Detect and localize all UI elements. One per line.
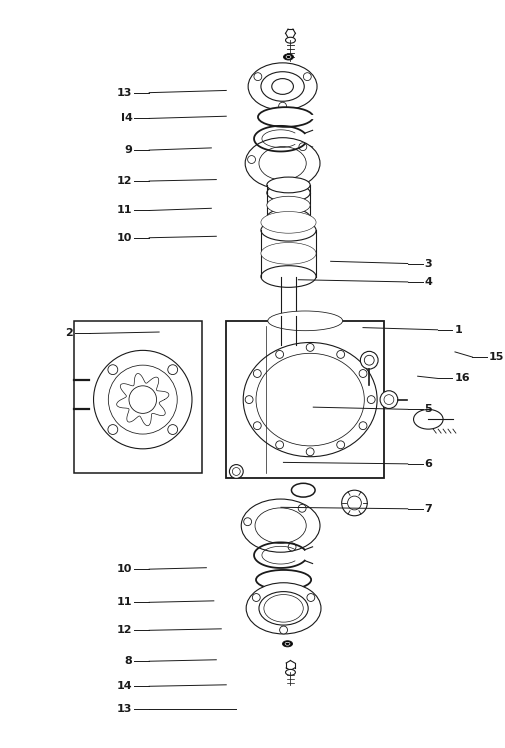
Text: 3: 3 bbox=[425, 259, 432, 269]
Text: 10: 10 bbox=[117, 564, 132, 574]
Circle shape bbox=[108, 425, 118, 435]
Ellipse shape bbox=[259, 147, 306, 180]
Circle shape bbox=[254, 422, 261, 429]
Circle shape bbox=[288, 543, 296, 551]
Bar bbox=[226, 321, 384, 479]
Text: 9: 9 bbox=[125, 145, 132, 155]
Ellipse shape bbox=[285, 643, 290, 646]
Ellipse shape bbox=[261, 266, 316, 287]
Circle shape bbox=[279, 102, 286, 110]
Ellipse shape bbox=[261, 219, 316, 241]
Circle shape bbox=[337, 441, 344, 449]
Circle shape bbox=[347, 496, 362, 510]
Text: 13: 13 bbox=[117, 88, 132, 98]
Text: 2: 2 bbox=[65, 328, 73, 339]
Text: 11: 11 bbox=[117, 206, 132, 215]
Circle shape bbox=[247, 156, 256, 164]
Text: 6: 6 bbox=[425, 459, 432, 469]
Circle shape bbox=[298, 504, 306, 512]
Ellipse shape bbox=[261, 242, 316, 264]
Circle shape bbox=[367, 396, 375, 403]
Ellipse shape bbox=[256, 353, 364, 446]
Ellipse shape bbox=[414, 409, 443, 429]
Ellipse shape bbox=[268, 311, 343, 331]
Text: 16: 16 bbox=[454, 373, 470, 384]
Circle shape bbox=[276, 351, 284, 358]
Text: 4: 4 bbox=[425, 277, 432, 287]
Text: 14: 14 bbox=[117, 681, 132, 691]
Circle shape bbox=[254, 370, 261, 378]
Text: 12: 12 bbox=[117, 176, 132, 186]
Circle shape bbox=[361, 352, 378, 369]
Circle shape bbox=[304, 73, 311, 81]
Ellipse shape bbox=[259, 592, 308, 625]
Circle shape bbox=[232, 468, 240, 476]
Ellipse shape bbox=[285, 37, 295, 43]
Circle shape bbox=[229, 465, 243, 479]
Circle shape bbox=[108, 365, 118, 375]
Ellipse shape bbox=[93, 350, 192, 449]
Text: 10: 10 bbox=[117, 233, 132, 243]
Circle shape bbox=[359, 422, 367, 429]
Circle shape bbox=[306, 343, 314, 352]
Text: 5: 5 bbox=[425, 405, 432, 414]
Circle shape bbox=[276, 441, 284, 449]
Ellipse shape bbox=[270, 599, 297, 617]
Ellipse shape bbox=[267, 209, 310, 227]
Circle shape bbox=[254, 73, 262, 81]
Ellipse shape bbox=[267, 196, 310, 214]
Circle shape bbox=[364, 355, 374, 365]
Circle shape bbox=[168, 425, 178, 435]
Ellipse shape bbox=[284, 54, 293, 60]
Circle shape bbox=[168, 365, 178, 375]
Circle shape bbox=[289, 180, 297, 188]
Circle shape bbox=[337, 351, 344, 358]
Ellipse shape bbox=[255, 508, 306, 543]
Text: 13: 13 bbox=[117, 704, 132, 714]
Ellipse shape bbox=[285, 669, 295, 675]
Circle shape bbox=[380, 390, 398, 408]
Ellipse shape bbox=[245, 138, 320, 189]
Text: 1: 1 bbox=[454, 325, 462, 335]
Ellipse shape bbox=[267, 177, 310, 193]
Ellipse shape bbox=[286, 55, 291, 58]
Ellipse shape bbox=[261, 72, 304, 101]
Ellipse shape bbox=[246, 583, 321, 634]
Text: I4: I4 bbox=[121, 114, 132, 123]
Circle shape bbox=[280, 626, 287, 634]
Ellipse shape bbox=[267, 184, 310, 202]
Ellipse shape bbox=[256, 570, 311, 589]
Circle shape bbox=[384, 395, 394, 405]
Ellipse shape bbox=[283, 641, 292, 647]
Text: 8: 8 bbox=[125, 656, 132, 666]
Circle shape bbox=[299, 143, 307, 150]
Ellipse shape bbox=[243, 343, 377, 457]
Ellipse shape bbox=[261, 212, 316, 233]
Circle shape bbox=[307, 594, 315, 601]
Text: 7: 7 bbox=[425, 504, 432, 514]
Ellipse shape bbox=[272, 79, 293, 94]
Text: 11: 11 bbox=[117, 598, 132, 607]
Ellipse shape bbox=[264, 595, 304, 622]
Circle shape bbox=[306, 448, 314, 456]
Circle shape bbox=[244, 518, 251, 526]
Circle shape bbox=[252, 594, 260, 601]
Ellipse shape bbox=[241, 499, 320, 552]
Ellipse shape bbox=[248, 63, 317, 110]
Circle shape bbox=[359, 370, 367, 378]
Ellipse shape bbox=[291, 483, 315, 497]
Text: 15: 15 bbox=[489, 352, 504, 362]
Circle shape bbox=[245, 396, 253, 403]
Ellipse shape bbox=[108, 365, 177, 434]
Circle shape bbox=[342, 490, 367, 516]
Ellipse shape bbox=[129, 386, 157, 414]
Bar bbox=[74, 321, 202, 473]
Ellipse shape bbox=[258, 107, 313, 127]
Text: 12: 12 bbox=[117, 625, 132, 635]
